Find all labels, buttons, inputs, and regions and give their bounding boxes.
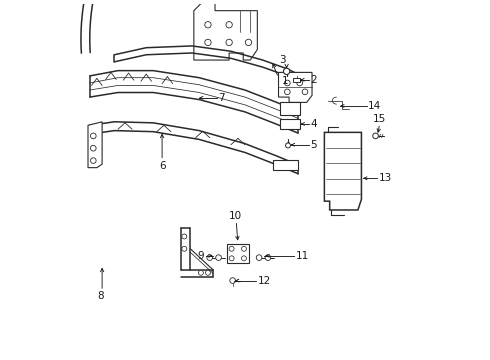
Circle shape (205, 270, 210, 275)
Circle shape (182, 246, 187, 251)
Circle shape (373, 133, 378, 139)
Circle shape (205, 39, 211, 46)
Circle shape (242, 256, 246, 261)
Circle shape (285, 89, 290, 95)
Bar (280, 119, 300, 129)
Text: 14: 14 (368, 101, 381, 111)
Circle shape (198, 270, 203, 275)
Text: 2: 2 (310, 75, 317, 85)
Circle shape (230, 278, 236, 283)
Circle shape (226, 39, 232, 46)
Circle shape (216, 255, 221, 260)
Polygon shape (88, 122, 102, 168)
Circle shape (207, 255, 213, 260)
Polygon shape (324, 132, 362, 210)
Circle shape (91, 158, 96, 163)
Text: 6: 6 (159, 161, 166, 171)
Text: 8: 8 (97, 291, 104, 301)
Circle shape (256, 255, 262, 260)
Polygon shape (278, 72, 312, 102)
Text: 4: 4 (310, 119, 317, 129)
Circle shape (285, 80, 290, 86)
Text: 11: 11 (296, 251, 309, 261)
Text: 3: 3 (279, 55, 286, 65)
Circle shape (286, 143, 291, 148)
Circle shape (245, 39, 252, 46)
Bar (273, 159, 298, 170)
Polygon shape (194, 0, 257, 60)
Circle shape (242, 246, 246, 251)
Text: 7: 7 (219, 93, 225, 103)
Circle shape (265, 255, 271, 260)
Circle shape (229, 256, 234, 261)
Circle shape (91, 133, 96, 139)
Text: 5: 5 (310, 140, 317, 150)
Text: 9: 9 (197, 251, 204, 261)
Circle shape (91, 145, 96, 151)
Bar (227, 243, 248, 263)
Text: 1: 1 (282, 76, 289, 86)
Circle shape (226, 22, 232, 28)
Circle shape (229, 246, 234, 251)
Text: 13: 13 (379, 173, 392, 183)
Bar (293, 78, 300, 82)
Text: 10: 10 (228, 211, 242, 221)
Text: 12: 12 (257, 275, 270, 285)
Circle shape (182, 234, 187, 239)
Bar (280, 102, 300, 115)
Circle shape (297, 80, 302, 86)
Circle shape (302, 89, 308, 95)
Circle shape (283, 68, 290, 75)
Text: 15: 15 (373, 114, 387, 124)
Circle shape (205, 22, 211, 28)
